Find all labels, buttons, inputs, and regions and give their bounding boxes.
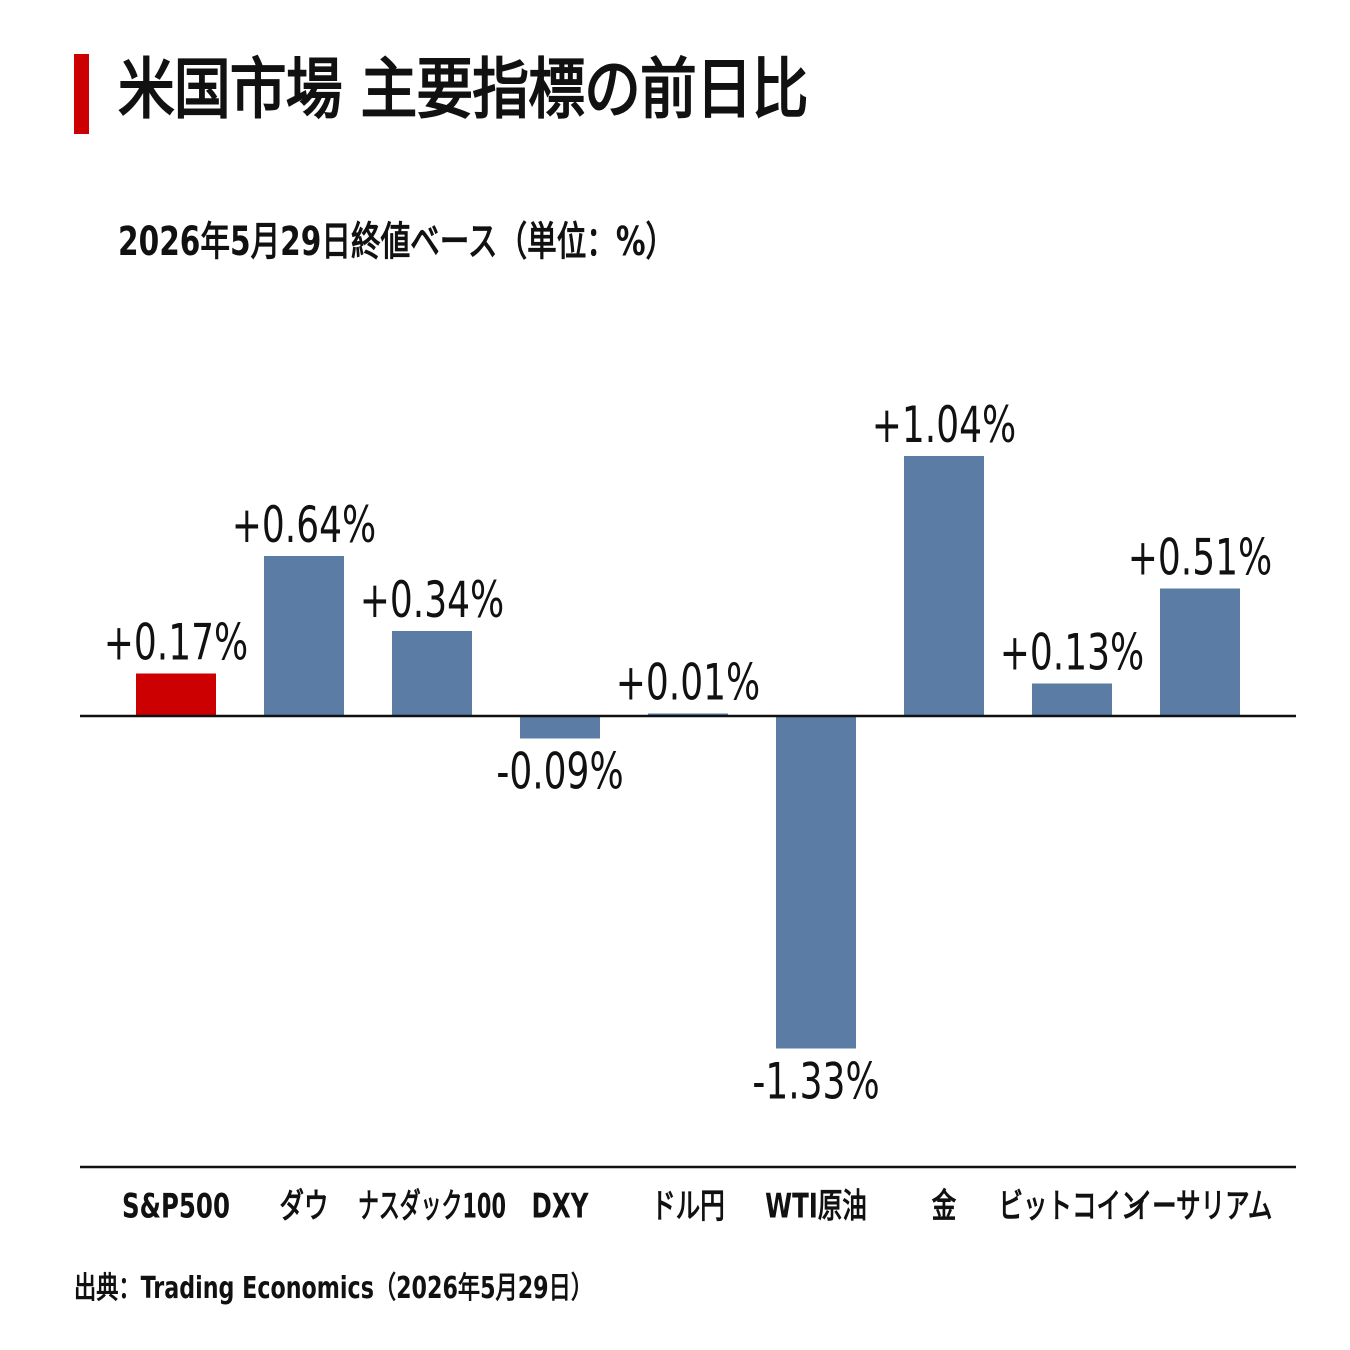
title-accent-bar bbox=[74, 54, 89, 134]
value-label-8: +0.51% bbox=[1128, 530, 1272, 587]
chart-subtitle: 2026年5月29日終値ベース（単位：%） bbox=[118, 219, 676, 265]
value-label-2: +0.34% bbox=[360, 572, 504, 629]
value-label-6: +1.04% bbox=[872, 397, 1016, 454]
bar-1 bbox=[264, 556, 344, 716]
category-label-5: WTI原油 bbox=[765, 1187, 867, 1226]
category-label-4: ドル円 bbox=[651, 1187, 724, 1226]
value-label-3: -0.09% bbox=[496, 744, 623, 801]
bar-0 bbox=[136, 673, 216, 716]
category-label-0: S&P500 bbox=[122, 1187, 230, 1226]
category-label-1: ダウ bbox=[280, 1187, 329, 1226]
value-labels-group: +0.17% +0.64% +0.34% -0.09% +0.01% -1.33% +1.0… bbox=[104, 397, 1272, 1111]
bar-3 bbox=[520, 716, 600, 739]
value-label-0: +0.17% bbox=[104, 615, 248, 672]
category-label-2: ナスダック100 bbox=[358, 1186, 506, 1226]
category-label-7: ビットコイン bbox=[999, 1187, 1146, 1226]
category-label-6: 金 bbox=[931, 1187, 957, 1226]
bars-group bbox=[136, 456, 1240, 1049]
value-label-4: +0.01% bbox=[616, 655, 760, 712]
bar-2 bbox=[392, 631, 472, 716]
bar-5 bbox=[776, 716, 856, 1049]
value-label-1: +0.64% bbox=[232, 497, 376, 554]
value-label-5: -1.33% bbox=[752, 1054, 879, 1111]
category-label-3: DXY bbox=[532, 1187, 589, 1226]
value-label-7: +0.13% bbox=[1000, 625, 1144, 682]
bar-6 bbox=[904, 456, 984, 716]
bar-7 bbox=[1032, 683, 1112, 716]
bar-8 bbox=[1160, 588, 1240, 716]
chart-title: 米国市場 主要指標の前日比 bbox=[118, 51, 809, 128]
source-note: 出典：Trading Economics（2026年5月29日） bbox=[74, 1271, 594, 1306]
category-label-8: イーサリアム bbox=[1128, 1187, 1273, 1226]
